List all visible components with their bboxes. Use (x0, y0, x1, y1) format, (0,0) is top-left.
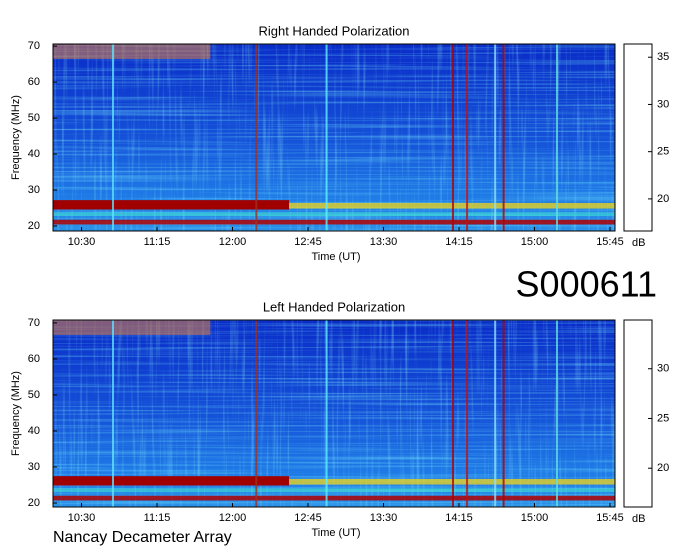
spectrogram-burst (555, 44, 558, 231)
spectrogram-burst (255, 44, 258, 231)
spectrogram-burst (555, 320, 558, 507)
plot-title: Left Handed Polarization (263, 299, 405, 314)
plot-title: Right Handed Polarization (258, 23, 409, 38)
spectrogram-band (53, 488, 615, 493)
spectrogram-burst (112, 44, 115, 231)
x-tick-label: 15:00 (521, 236, 549, 248)
x-axis-label: Time (UT) (311, 251, 360, 263)
x-tick-label: 12:45 (294, 512, 322, 524)
x-axis-label: Time (UT) (311, 527, 360, 539)
x-tick-label: 15:45 (596, 512, 624, 524)
spectrogram-burst (452, 320, 455, 507)
y-tick-label: 50 (28, 112, 40, 124)
y-tick-label: 30 (28, 461, 40, 473)
colorbar-label: dB (632, 237, 645, 249)
plot-frame (52, 43, 616, 232)
spectrogram-band (53, 320, 211, 335)
spectrogram-burst (325, 44, 328, 231)
x-tick-label: 11:15 (144, 236, 171, 248)
y-axis-label: Frequency (MHz) (10, 371, 22, 456)
spectrogram-burst (494, 44, 497, 231)
spectrogram-burst (502, 320, 505, 507)
y-tick-label: 70 (28, 317, 40, 329)
colorbar-tick-label: 20 (657, 193, 669, 205)
x-tick-label: 15:45 (596, 236, 624, 248)
spectrogram-band (53, 476, 290, 486)
spectrogram-burst (255, 320, 258, 507)
spectrogram-image (53, 44, 615, 231)
x-tick-label: 13:30 (370, 512, 398, 524)
spectrogram-band (53, 212, 615, 217)
colorbar-tick-label: 25 (657, 412, 669, 424)
y-tick-label: 40 (28, 425, 40, 437)
spectrogram-texture (53, 44, 615, 231)
x-tick-label: 14:15 (445, 236, 473, 248)
plot-frame (52, 319, 616, 508)
y-tick-label: 40 (28, 148, 40, 160)
spectrogram-burst (112, 320, 115, 507)
x-tick-label: 11:15 (144, 512, 171, 524)
colorbar-tick-label: 20 (657, 462, 669, 474)
colorbar (623, 319, 653, 508)
y-tick-label: 30 (28, 184, 40, 196)
colorbar-tick-label: 30 (657, 363, 669, 375)
spectrogram-band (53, 200, 290, 210)
spectrogram-image (53, 320, 615, 507)
colorbar (623, 43, 653, 232)
y-axis-label: Frequency (MHz) (10, 95, 22, 180)
x-tick-label: 12:45 (294, 236, 322, 248)
x-tick-label: 10:30 (68, 236, 96, 248)
spectrogram-texture (53, 320, 615, 507)
x-tick-label: 13:30 (370, 236, 398, 248)
y-tick-label: 60 (28, 76, 40, 88)
x-tick-label: 12:00 (219, 236, 247, 248)
colorbar-label: dB (632, 513, 645, 525)
x-tick-label: 12:00 (219, 512, 247, 524)
colorbar-tick-label: 25 (657, 146, 669, 158)
colorbar-tick-label: 30 (657, 98, 669, 110)
y-tick-label: 50 (28, 389, 40, 401)
spectrogram-burst (452, 44, 455, 231)
session-id: S000611 (516, 264, 657, 305)
spectrogram-burst (466, 44, 469, 231)
spectrogram-burst (466, 320, 469, 507)
footer: Nancay Decameter Array (53, 529, 232, 546)
colorbar-tick-label: 35 (657, 51, 669, 63)
x-tick-label: 14:15 (445, 512, 473, 524)
spectrogram-burst (494, 320, 497, 507)
spectrogram-burst (325, 320, 328, 507)
spectrogram-burst (502, 44, 505, 231)
x-tick-label: 15:00 (521, 512, 549, 524)
x-tick-label: 10:30 (68, 512, 96, 524)
spectrogram-band (53, 219, 615, 225)
y-tick-label: 20 (28, 220, 40, 232)
y-tick-label: 60 (28, 353, 40, 365)
spectrogram-band (53, 44, 211, 59)
spectrogram-band (53, 495, 615, 501)
y-tick-label: 70 (28, 40, 40, 52)
y-tick-label: 20 (28, 497, 40, 509)
